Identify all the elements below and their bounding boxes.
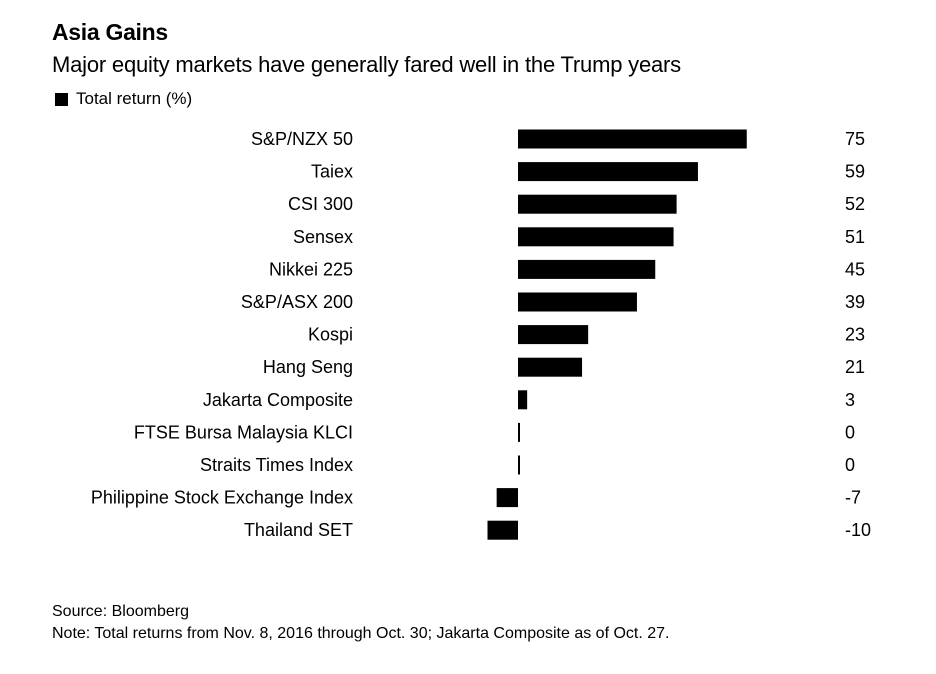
legend-swatch-icon <box>55 92 68 106</box>
chart-title: Asia Gains <box>52 19 168 45</box>
bar <box>496 488 518 508</box>
chart-subtitle: Major equity markets have generally fare… <box>52 52 681 77</box>
category-label: S&P/NZX 50 <box>251 129 353 149</box>
value-label: -7 <box>845 488 861 508</box>
bar <box>518 325 589 345</box>
category-label: Sensex <box>293 227 353 247</box>
value-label: -10 <box>845 520 871 540</box>
value-label: 23 <box>845 325 865 345</box>
value-label: 51 <box>845 227 865 247</box>
value-label: 0 <box>845 455 855 475</box>
legend-label: Total return (%) <box>76 89 193 108</box>
value-label: 0 <box>845 422 855 442</box>
bar <box>518 357 583 377</box>
category-label: Taiex <box>311 162 353 182</box>
bar <box>518 227 674 247</box>
category-label: Nikkei 225 <box>269 259 353 279</box>
chart-legend: Total return (%) <box>55 89 192 109</box>
chart-source: Source: Bloomberg <box>52 603 189 620</box>
chart-note: Note: Total returns from Nov. 8, 2016 th… <box>52 625 670 642</box>
value-label: 75 <box>845 129 865 149</box>
category-label: CSI 300 <box>288 194 353 214</box>
value-label: 39 <box>845 292 865 312</box>
category-label: Kospi <box>308 325 353 345</box>
value-label: 3 <box>845 390 855 410</box>
value-label: 45 <box>845 259 865 279</box>
category-label: Hang Seng <box>263 357 353 377</box>
bar <box>518 422 520 442</box>
bar <box>518 194 677 214</box>
bar <box>487 520 518 540</box>
bar <box>518 292 637 312</box>
value-label: 59 <box>845 162 865 182</box>
bar <box>518 390 528 410</box>
bar <box>518 129 747 149</box>
value-label: 21 <box>845 357 865 377</box>
bar <box>518 259 656 279</box>
category-label: Jakarta Composite <box>203 390 353 410</box>
category-label: Philippine Stock Exchange Index <box>91 488 353 508</box>
category-label: Straits Times Index <box>200 455 353 475</box>
category-label: S&P/ASX 200 <box>241 292 353 312</box>
category-label: Thailand SET <box>244 520 353 540</box>
bar <box>518 455 520 475</box>
bar <box>518 162 698 182</box>
category-label: FTSE Bursa Malaysia KLCI <box>134 422 353 442</box>
value-label: 52 <box>845 194 865 214</box>
